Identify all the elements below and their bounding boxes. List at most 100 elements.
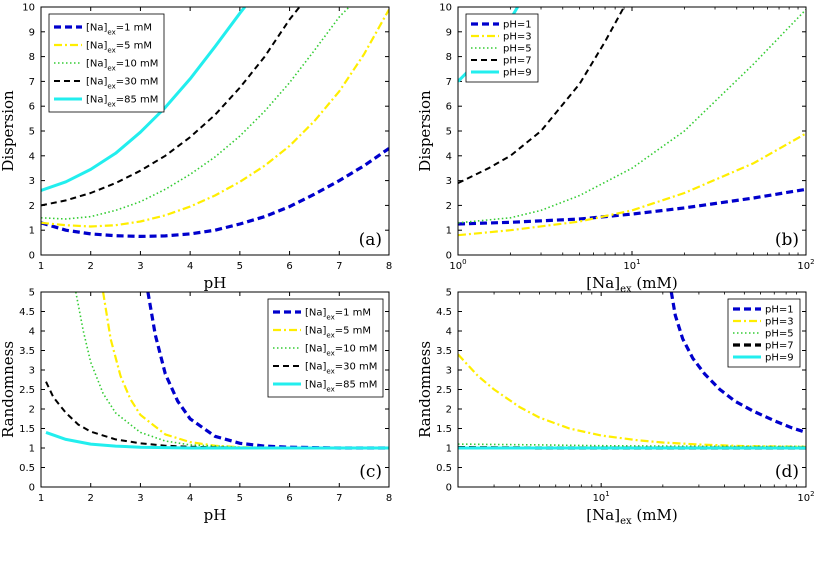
y-tick-label: 6 [446, 102, 452, 113]
x-tick-label: 100 [449, 258, 466, 272]
y-tick-label: 2 [446, 201, 452, 212]
y-tick-label: 5 [29, 127, 35, 138]
series-line-2 [41, 8, 389, 228]
y-tick-label: 1 [29, 226, 35, 237]
y-tick-label: 3.5 [19, 346, 35, 357]
y-tick-label: 3 [29, 176, 35, 187]
series-line-2 [102, 292, 389, 450]
y-tick-label: 4 [29, 151, 35, 162]
y-axis-label: Dispersion [416, 90, 434, 172]
label-main: pH=9 [503, 68, 532, 79]
series-line-3 [458, 8, 806, 224]
tick-base: 10 [623, 261, 636, 272]
label-subscript: ex [326, 386, 334, 394]
label-main: pH=7 [765, 341, 794, 352]
x-tick-label: 101 [593, 490, 610, 504]
panel-label: (c) [359, 462, 382, 482]
legend-entry: pH=9 [503, 68, 532, 79]
label-main: pH=9 [765, 353, 794, 364]
label-main: [Na] [586, 274, 620, 292]
label-suffix: =5 mM [335, 326, 371, 337]
tick-base: 10 [449, 261, 462, 272]
y-tick-label: 2.5 [436, 385, 452, 396]
label-suffix: =85 mM [116, 95, 159, 106]
label-main: [Na] [305, 344, 327, 355]
label-suffix: (mM) [632, 274, 678, 292]
legend-entry: [Na]ex=30 mM [86, 77, 158, 91]
x-tick-label: 4 [187, 261, 193, 272]
series-line-1 [41, 147, 389, 238]
panel-c: 1 2 3 4 5 6 7 8 0 0.5 1 1.5 2 2.5 3 3.5 4 4.5 5 pH Randomnes… [0, 288, 392, 525]
x-tick-label: 7 [336, 261, 342, 272]
label-main: pH=5 [503, 44, 532, 55]
label-suffix: =10 mM [116, 59, 159, 70]
x-tick-label: 2 [88, 493, 94, 504]
y-tick-label: 1 [446, 226, 452, 237]
tick-exponent: 1 [636, 258, 640, 266]
panel-label: (b) [775, 230, 799, 250]
series-line-2 [458, 132, 806, 237]
tick-exponent: 0 [462, 258, 466, 266]
y-tick-label: 4.5 [436, 307, 452, 318]
x-tick-label: 2 [88, 261, 94, 272]
x-tick-label: 102 [797, 490, 814, 504]
legend-entry: pH=3 [503, 32, 532, 43]
legend-box [48, 13, 165, 113]
x-tick-label: 1 [38, 261, 44, 272]
series-line-5 [41, 7, 246, 192]
legend-entry: pH=3 [765, 317, 794, 328]
y-tick-label: 1.5 [436, 424, 452, 435]
x-axis-label: [Na]ex (mM) [586, 506, 677, 527]
legend-entry: pH=7 [503, 56, 532, 67]
legend-entry: pH=5 [765, 329, 794, 340]
y-tick-label: 1 [446, 444, 452, 455]
legend-entry: [Na]ex=5 mM [86, 41, 152, 55]
label-main: pH=5 [765, 329, 794, 340]
label-main: [Na] [305, 362, 327, 373]
label-suffix: (mM) [632, 506, 678, 524]
y-tick-label: 9 [446, 27, 452, 38]
label-main: [Na] [86, 23, 108, 34]
y-tick-label: 4 [29, 327, 35, 338]
y-tick-label: 4 [446, 327, 452, 338]
tick-exponent: 2 [810, 258, 814, 266]
series-line-1 [458, 187, 806, 226]
label-suffix: =30 mM [116, 77, 159, 88]
x-tick-label: 101 [623, 258, 640, 272]
x-tick-label: 102 [797, 258, 814, 272]
label-subscript: ex [107, 65, 115, 73]
panel-label: (d) [775, 462, 799, 482]
x-tick-label: 5 [237, 261, 243, 272]
label-subscript: ex [326, 332, 334, 340]
series-line-3 [75, 292, 389, 449]
x-axis-label: pH [204, 506, 227, 524]
label-main: [Na] [86, 77, 108, 88]
label-suffix: =30 mM [335, 362, 378, 373]
series-line-5 [45, 430, 389, 450]
y-tick-label: 8 [29, 52, 35, 63]
panel-label: (a) [359, 230, 382, 250]
label-main: pH=1 [765, 305, 794, 316]
y-axis-label: Dispersion [0, 90, 17, 172]
label-suffix: =1 mM [335, 308, 371, 319]
label-main: pH=7 [503, 56, 532, 67]
y-tick-label: 3.5 [436, 346, 452, 357]
series-group [45, 292, 389, 450]
label-main: pH=1 [503, 20, 532, 31]
y-tick-label: 10 [439, 3, 452, 14]
y-tick-label: 5 [446, 127, 452, 138]
x-tick-label: 8 [386, 493, 392, 504]
label-main: [Na] [305, 326, 327, 337]
label-main: [Na] [86, 59, 108, 70]
y-tick-label: 3 [29, 366, 35, 377]
series-line-1 [669, 292, 806, 434]
x-tick-label: 3 [137, 493, 143, 504]
legend-entry: [Na]ex=85 mM [305, 380, 377, 394]
label-main: pH=3 [503, 32, 532, 43]
y-tick-label: 0 [29, 251, 35, 262]
tick-base: 10 [797, 493, 810, 504]
x-tick-label: 4 [187, 493, 193, 504]
label-suffix: =10 mM [335, 344, 378, 355]
series-line-3 [41, 7, 350, 220]
